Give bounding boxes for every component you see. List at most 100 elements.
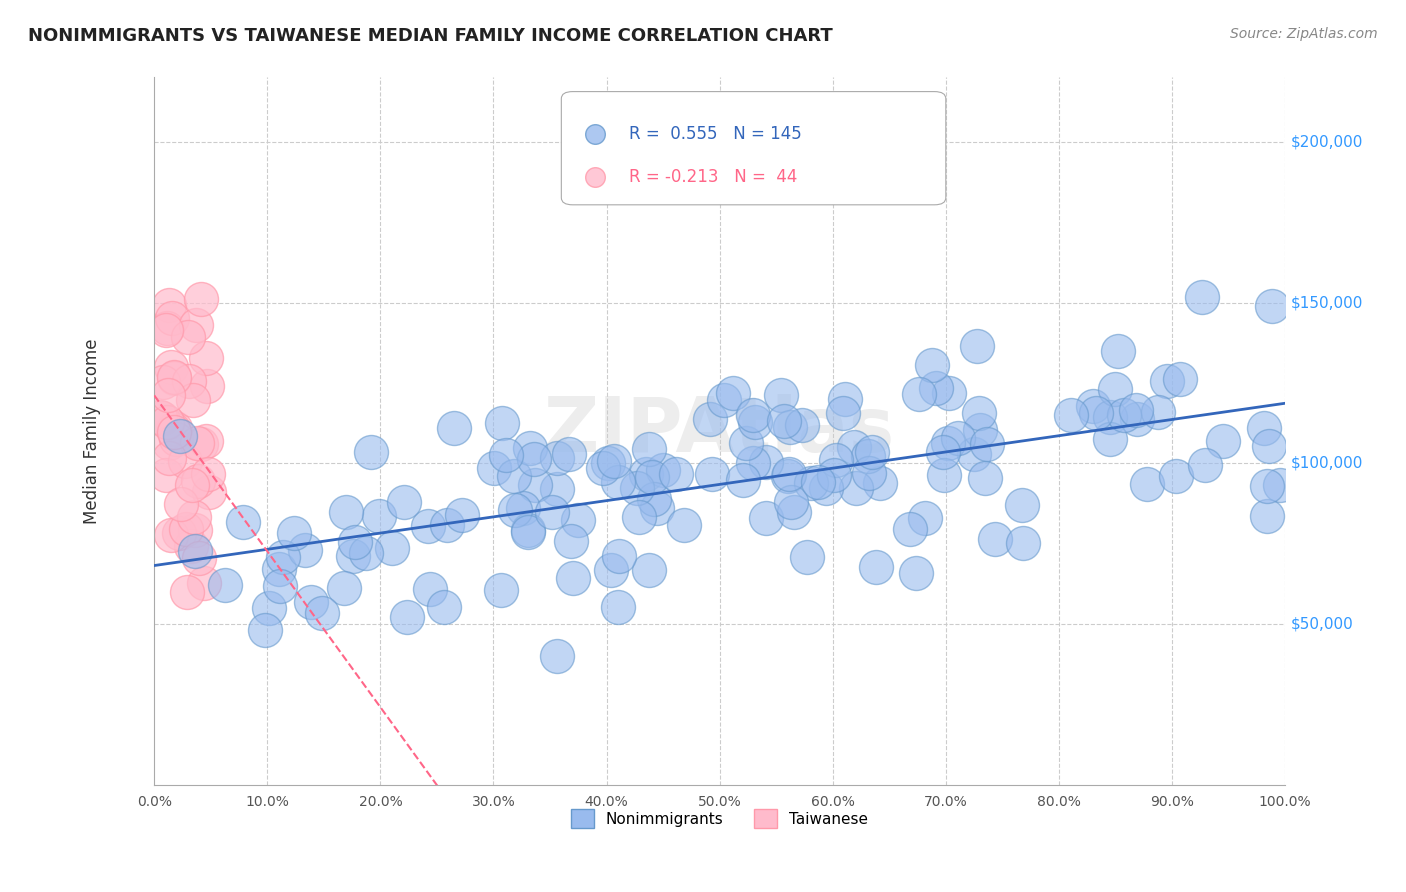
Point	[482, 461, 505, 475]
Point	[1012, 535, 1035, 549]
Point	[807, 475, 830, 489]
Point	[938, 385, 960, 400]
Point	[734, 436, 756, 450]
Point	[1258, 439, 1281, 453]
Point	[607, 475, 630, 490]
Point	[731, 473, 754, 487]
Point	[181, 392, 204, 407]
Text: $50,000: $50,000	[1291, 616, 1354, 632]
Point	[815, 481, 838, 495]
Point	[792, 418, 814, 433]
Point	[967, 406, 990, 420]
Point	[607, 549, 630, 563]
Point	[713, 392, 735, 407]
Point	[600, 563, 623, 577]
Point	[596, 457, 619, 471]
Point	[267, 562, 290, 576]
Point	[186, 435, 208, 450]
Point	[780, 494, 803, 508]
Point	[183, 523, 205, 537]
Point	[1156, 374, 1178, 388]
Point	[360, 444, 382, 458]
Point	[1191, 289, 1213, 303]
Point	[823, 468, 845, 483]
Text: NONIMMIGRANTS VS TAIWANESE MEDIAN FAMILY INCOME CORRELATION CHART: NONIMMIGRANTS VS TAIWANESE MEDIAN FAMILY…	[28, 27, 832, 45]
Point	[186, 318, 208, 333]
Point	[381, 541, 404, 555]
Point	[495, 449, 517, 463]
Point	[197, 467, 219, 481]
Point	[665, 467, 688, 482]
Point	[176, 522, 198, 536]
Point	[1194, 458, 1216, 472]
Point	[311, 607, 333, 621]
Point	[194, 434, 217, 448]
Point	[299, 595, 322, 609]
Point	[183, 510, 205, 524]
Point	[560, 534, 582, 549]
Point	[392, 494, 415, 508]
Legend: Nonimmigrants, Taiwanese: Nonimmigrants, Taiwanese	[565, 803, 875, 834]
Point	[1099, 410, 1122, 425]
Point	[558, 447, 581, 461]
Point	[187, 551, 209, 566]
Point	[914, 511, 936, 525]
Point	[174, 453, 197, 467]
Point	[925, 381, 948, 395]
Point	[197, 484, 219, 499]
Point	[1168, 372, 1191, 386]
Point	[163, 371, 186, 385]
Text: $200,000: $200,000	[1291, 135, 1362, 149]
Point	[159, 359, 181, 374]
Point	[165, 432, 187, 446]
Point	[946, 431, 969, 445]
Point	[342, 549, 364, 564]
Point	[149, 409, 172, 424]
Point	[1256, 479, 1278, 493]
Point	[583, 778, 606, 792]
Point	[1104, 383, 1126, 397]
Point	[180, 539, 202, 553]
Point	[741, 456, 763, 470]
Text: Source: ZipAtlas.com: Source: ZipAtlas.com	[1230, 27, 1378, 41]
Point	[443, 421, 465, 435]
Point	[187, 475, 209, 489]
Point	[190, 292, 212, 306]
Point	[159, 528, 181, 542]
Point	[1126, 412, 1149, 426]
Point	[436, 517, 458, 532]
Point	[1268, 478, 1291, 492]
Point	[776, 468, 799, 483]
Text: R = -0.213   N =  44: R = -0.213 N = 44	[628, 168, 797, 186]
Point	[419, 582, 441, 596]
Point	[1098, 433, 1121, 447]
FancyBboxPatch shape	[561, 92, 946, 205]
Point	[167, 526, 190, 541]
Point	[433, 600, 456, 615]
Point	[1147, 404, 1170, 418]
Point	[1212, 434, 1234, 448]
Point	[769, 388, 792, 402]
Point	[163, 370, 186, 384]
Point	[1256, 508, 1278, 523]
Text: R =  0.555   N = 145: R = 0.555 N = 145	[628, 125, 801, 143]
Point	[921, 358, 943, 372]
Point	[860, 444, 883, 458]
Point	[969, 423, 991, 437]
Point	[592, 461, 614, 475]
Point	[796, 550, 818, 565]
Point	[824, 453, 846, 467]
Point	[546, 649, 568, 664]
Point	[842, 440, 865, 454]
Point	[163, 425, 186, 439]
Point	[368, 508, 391, 523]
Point	[783, 505, 806, 519]
Point	[904, 566, 927, 581]
Point	[502, 468, 524, 483]
Point	[742, 408, 765, 422]
Point	[1261, 299, 1284, 313]
Text: Median Family Income: Median Family Income	[83, 339, 101, 524]
Point	[157, 298, 180, 312]
Point	[932, 468, 955, 483]
Point	[150, 410, 173, 425]
